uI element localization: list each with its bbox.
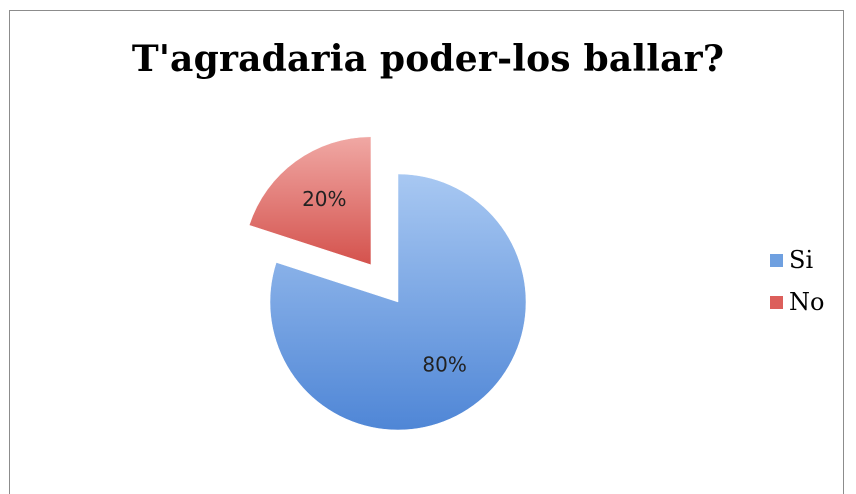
legend-item-si: Si <box>770 246 824 274</box>
legend-swatch-si <box>770 254 783 267</box>
legend-item-no: No <box>770 288 824 316</box>
slice-label-no: 20% <box>302 187 346 211</box>
legend-label-si: Si <box>789 246 813 274</box>
pie-chart: 80% 20% <box>0 0 856 484</box>
legend-label-no: No <box>789 288 824 316</box>
slice-label-si: 80% <box>422 353 466 377</box>
legend: Si No <box>770 246 824 330</box>
legend-swatch-no <box>770 296 783 309</box>
